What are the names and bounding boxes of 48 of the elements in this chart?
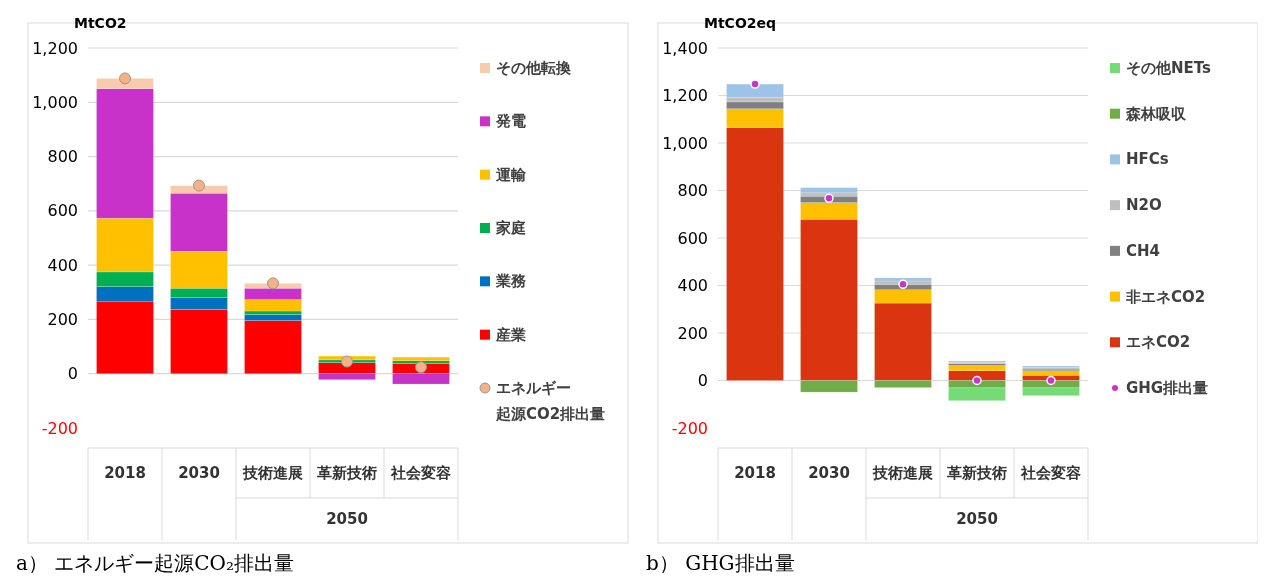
x-tick-label: 社会変容 — [1020, 464, 1081, 482]
legend-label: 運輸 — [495, 165, 527, 184]
x-tick-label: 技術進展 — [872, 464, 933, 482]
x-tick-label: 2030 — [178, 464, 220, 482]
y-tick-label: 1,400 — [662, 38, 708, 58]
legend-label: 産業 — [495, 325, 526, 344]
legend-label: その他転換 — [496, 59, 572, 77]
legend-label: 発電 — [495, 112, 526, 131]
x-tick-label: 社会変容 — [390, 464, 451, 482]
y-tick-label: -200 — [671, 418, 708, 438]
x-tick-label: 2018 — [734, 464, 776, 482]
x-tick-label: 2018 — [104, 464, 146, 482]
y-tick-label: 0 — [67, 364, 78, 384]
y-axis-title: MtCO2 — [74, 15, 127, 31]
y-tick-label: 400 — [47, 255, 78, 275]
legend-label: 森林吸収 — [1125, 104, 1187, 123]
legend-label: エネルギー起源CO2排出量 — [495, 379, 606, 423]
x-tick-label: 技術進展 — [242, 464, 303, 482]
legend-label: エネCO2 — [1126, 333, 1191, 352]
y-tick-label: 600 — [677, 228, 708, 248]
legend-label: 業務 — [495, 272, 527, 291]
y-tick-label: 1,200 — [32, 38, 78, 58]
x-tick-label: 2030 — [808, 464, 850, 482]
legend-label: 家庭 — [495, 219, 526, 237]
y-tick-label: 1,000 — [662, 133, 708, 153]
text: a） エネルギー起源CO₂排出量 — [16, 551, 294, 575]
x-tick-label: 革新技術 — [316, 464, 377, 482]
text: 2050 — [326, 510, 368, 528]
y-tick-label: -200 — [41, 418, 78, 438]
legend-label: HFCs — [1126, 150, 1169, 169]
y-tick-label: 1,000 — [32, 92, 78, 112]
legend-label: 非エネCO2 — [1125, 287, 1206, 306]
legend-label: CH4 — [1126, 241, 1160, 260]
y-tick-label: 0 — [697, 371, 708, 390]
text: b） GHG排出量 — [646, 551, 795, 575]
y-tick-label: 1,200 — [662, 86, 708, 105]
legend-label: GHG排出量 — [1126, 379, 1209, 397]
x-tick-label: 革新技術 — [946, 464, 1007, 482]
y-tick-label: 200 — [47, 309, 78, 329]
legend-label: その他NETs — [1126, 59, 1212, 77]
y-axis-title: MtCO2eq — [704, 15, 777, 31]
y-tick-label: 400 — [677, 276, 708, 295]
text: 2050 — [956, 510, 998, 528]
y-tick-label: 200 — [677, 323, 708, 343]
y-tick-label: 800 — [677, 181, 708, 200]
y-tick-label: 600 — [47, 201, 78, 221]
legend-label: N2O — [1126, 196, 1162, 215]
y-tick-label: 800 — [47, 147, 78, 167]
